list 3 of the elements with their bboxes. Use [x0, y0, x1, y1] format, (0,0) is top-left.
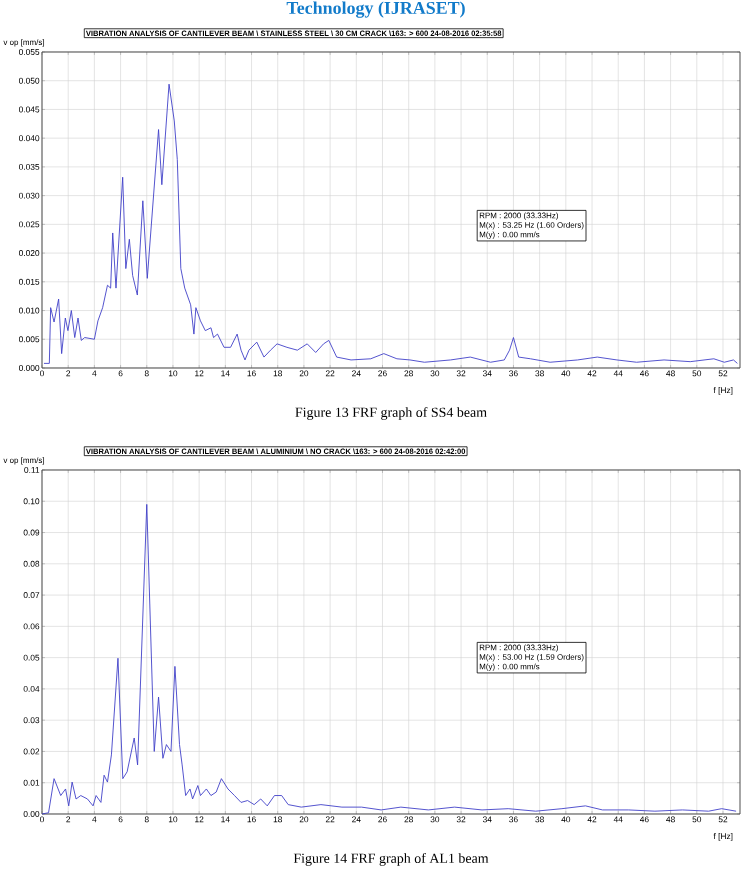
- line-series: [43, 83, 738, 364]
- text: Technology (IJRASET): [286, 1, 465, 18]
- line-series: [41, 503, 737, 815]
